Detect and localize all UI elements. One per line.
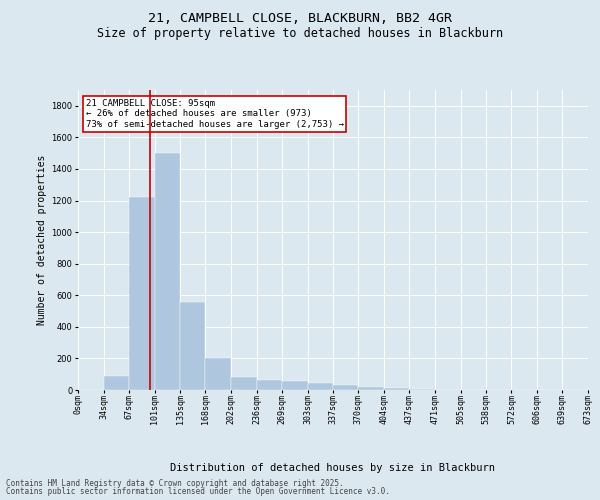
Text: Contains public sector information licensed under the Open Government Licence v3: Contains public sector information licen… (6, 487, 390, 496)
Text: Size of property relative to detached houses in Blackburn: Size of property relative to detached ho… (97, 28, 503, 40)
Bar (308, 383, 334, 390)
Bar (129, 198, 155, 390)
Bar (358, 387, 384, 390)
Bar (155, 153, 181, 390)
Bar (384, 388, 409, 390)
Text: 21 CAMPBELL CLOSE: 95sqm
← 26% of detached houses are smaller (973)
73% of semi-: 21 CAMPBELL CLOSE: 95sqm ← 26% of detach… (86, 99, 344, 129)
Bar (409, 389, 435, 390)
Bar (104, 376, 129, 390)
Bar (181, 302, 205, 390)
Text: 21, CAMPBELL CLOSE, BLACKBURN, BB2 4GR: 21, CAMPBELL CLOSE, BLACKBURN, BB2 4GR (148, 12, 452, 26)
Bar (231, 378, 257, 390)
X-axis label: Distribution of detached houses by size in Blackburn: Distribution of detached houses by size … (170, 463, 496, 473)
Bar (334, 386, 358, 390)
Text: Contains HM Land Registry data © Crown copyright and database right 2025.: Contains HM Land Registry data © Crown c… (6, 478, 344, 488)
Bar (205, 358, 231, 390)
Y-axis label: Number of detached properties: Number of detached properties (37, 155, 47, 325)
Bar (257, 380, 282, 390)
Bar (282, 382, 308, 390)
